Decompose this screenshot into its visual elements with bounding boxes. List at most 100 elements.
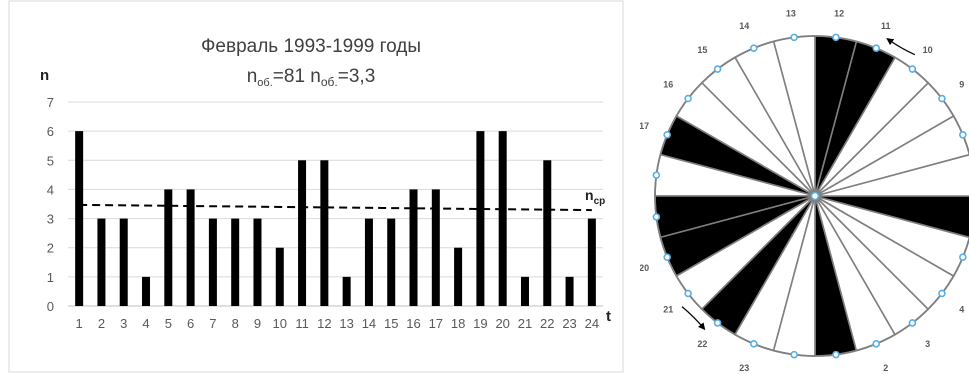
- x-tick-label: 5: [165, 316, 172, 331]
- wheel-arrows: [681, 38, 916, 331]
- bar: [520, 276, 529, 306]
- x-tick-label: 6: [187, 316, 194, 331]
- wheel-sector-label: 23: [739, 363, 749, 373]
- bar: [587, 218, 596, 306]
- wheel-sector-label: 2: [883, 363, 888, 373]
- x-tick-label: 14: [362, 316, 376, 331]
- wheel-sector-label: 22: [697, 339, 707, 349]
- wheel-sectors: [654, 35, 969, 357]
- bar: [320, 160, 329, 306]
- x-tick-label: 1: [76, 316, 83, 331]
- wheel-sector-label: 4: [959, 305, 964, 315]
- x-tick-label: 13: [339, 316, 353, 331]
- bar: [342, 276, 351, 306]
- wheel-node: [938, 289, 946, 298]
- y-tick-label: 7: [47, 95, 54, 110]
- wheel-node: [938, 94, 946, 103]
- bar: [97, 218, 106, 306]
- wheel-sector-label: 12: [834, 9, 844, 19]
- bar: [275, 247, 284, 306]
- bar-chart: Февраль 1993-1999 годы nоб.=81 nоб.=3,3 …: [8, 0, 624, 373]
- x-tick-label: 22: [540, 316, 554, 331]
- x-tick-label: 10: [273, 316, 287, 331]
- wheel-node: [684, 94, 692, 103]
- wheel-sector-label: 14: [739, 21, 749, 31]
- wheel-direction-arrow: [681, 306, 706, 331]
- wheel-sector: [814, 195, 969, 239]
- bar: [119, 218, 128, 306]
- bar: [298, 160, 307, 306]
- bar: [431, 189, 440, 306]
- wheel-sector-label: 15: [697, 45, 707, 55]
- y-tick-label: 3: [47, 212, 54, 227]
- chart-subtitle: nоб.=81 nоб.=3,3: [247, 66, 376, 89]
- bar: [476, 131, 485, 306]
- bar: [387, 218, 396, 306]
- bar: [565, 276, 574, 306]
- bar: [142, 276, 151, 306]
- wheel-node: [872, 44, 881, 52]
- wheel-sector-label: 16: [663, 79, 673, 89]
- wheel-rim: [654, 35, 969, 357]
- x-tick-label: 23: [562, 316, 576, 331]
- wheel-node: [959, 253, 967, 262]
- x-tick-label: 24: [585, 316, 599, 331]
- wheel-node: [713, 319, 722, 327]
- chart-frame: [8, 0, 624, 373]
- average-trend-line: [79, 203, 592, 212]
- x-tick-label: 7: [209, 316, 216, 331]
- wheel-node: [872, 340, 881, 348]
- wheel-node: [652, 213, 661, 221]
- wheel-node: [663, 130, 671, 139]
- bar: [186, 189, 195, 306]
- wheel-sector-label: 17: [640, 121, 649, 131]
- x-tick-label: 9: [254, 316, 261, 331]
- x-tick-label: 18: [451, 316, 465, 331]
- bar: [208, 218, 217, 306]
- bar: [498, 131, 507, 306]
- x-tick-label: 20: [495, 316, 509, 331]
- wheel-node: [790, 350, 798, 359]
- wheel-sector-label: 9: [959, 79, 964, 89]
- x-tick-label: 2: [98, 316, 105, 331]
- bar: [409, 189, 418, 306]
- y-tick-label: 2: [47, 241, 54, 256]
- x-tick-label: 21: [518, 316, 532, 331]
- x-axis-label: t: [606, 308, 611, 325]
- y-tick-label: 0: [47, 299, 54, 314]
- wheel-node: [713, 65, 722, 73]
- y-tick-label: 6: [47, 124, 54, 139]
- bar: [164, 189, 173, 306]
- wheel-sector-label: 3: [925, 339, 930, 349]
- y-axis-label: n: [40, 67, 49, 84]
- y-tick-label: 1: [47, 270, 54, 285]
- wheel-nodes: [652, 33, 967, 359]
- wheel-node: [959, 130, 967, 139]
- wheel-sector-label: 13: [786, 9, 796, 19]
- x-tick-label: 4: [142, 316, 149, 331]
- bar: [543, 160, 552, 306]
- x-tick-label: 11: [295, 316, 309, 331]
- bar: [231, 218, 240, 306]
- y-tick-label: 5: [47, 153, 54, 168]
- x-tick-label: 12: [317, 316, 331, 331]
- wheel-node: [832, 33, 840, 42]
- bar: [75, 131, 84, 306]
- y-tick-labels: 0 1 2 3 4 5 6 7: [47, 95, 54, 314]
- wheel-node: [684, 289, 692, 298]
- wheel-direction-arrow: [886, 38, 916, 56]
- wheel-node: [908, 319, 917, 327]
- y-tick-label: 4: [47, 182, 54, 197]
- wheel-sector-label: 20: [640, 263, 649, 273]
- chart-title: Февраль 1993-1999 годы: [201, 36, 421, 57]
- wheel-node: [663, 253, 671, 262]
- bar: [253, 218, 262, 306]
- wheel-sector-label: 21: [663, 305, 673, 315]
- x-tick-label: 3: [120, 316, 127, 331]
- wheel-node: [908, 65, 917, 73]
- x-tick-label: 17: [429, 316, 443, 331]
- bar: [454, 247, 463, 306]
- wheel-node: [832, 350, 840, 359]
- x-tick-label: 16: [406, 316, 420, 331]
